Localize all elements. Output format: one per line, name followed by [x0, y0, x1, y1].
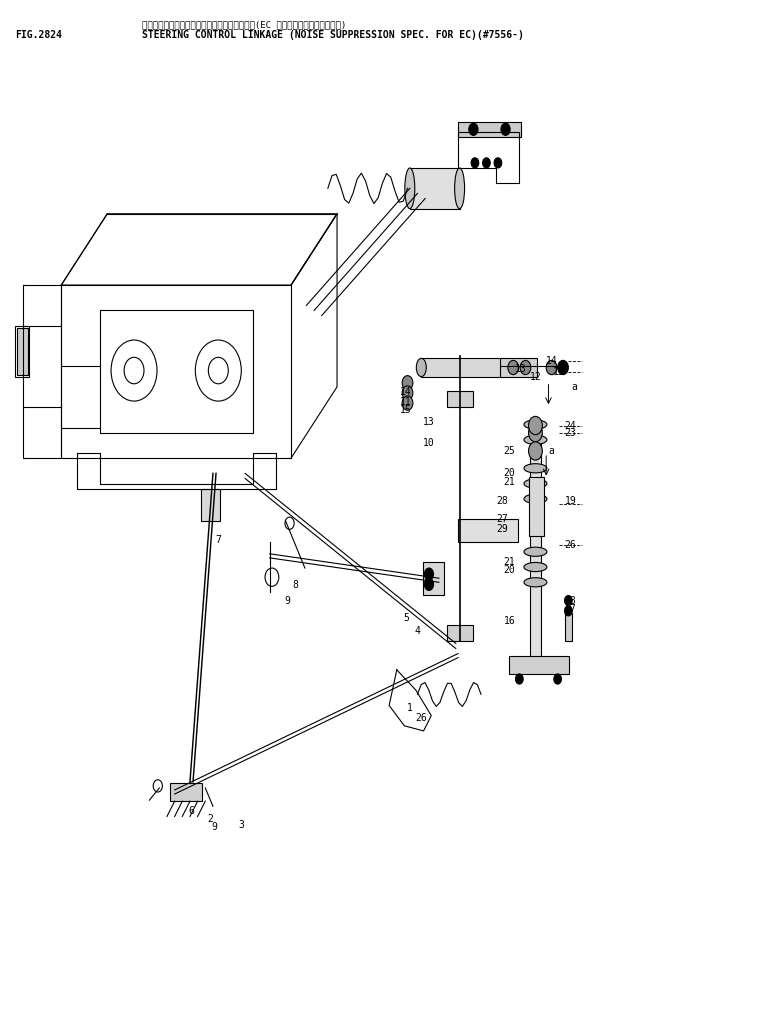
Text: 26: 26 [415, 713, 427, 723]
Bar [500, 358, 537, 377]
Bar [458, 122, 521, 137]
Circle shape [508, 360, 519, 375]
Text: 9: 9 [211, 822, 218, 832]
Text: ステアリング　コントロール　リンケージ　　(EC アヲ　テインオン　シヨウ): ステアリング コントロール リンケージ (EC アヲ テインオン シヨウ) [142, 20, 346, 30]
Ellipse shape [524, 548, 547, 556]
Ellipse shape [524, 562, 547, 572]
Circle shape [565, 596, 572, 606]
Circle shape [546, 360, 557, 375]
Circle shape [471, 158, 479, 168]
Text: 20: 20 [503, 565, 516, 575]
Ellipse shape [524, 464, 547, 472]
Text: FIG.2824: FIG.2824 [15, 30, 62, 40]
Bar [170, 783, 202, 801]
Text: 14: 14 [545, 356, 558, 366]
Text: a: a [548, 446, 555, 456]
Ellipse shape [417, 358, 426, 377]
Bar [100, 310, 253, 433]
Text: 21: 21 [503, 476, 516, 487]
Text: 27: 27 [496, 514, 508, 524]
Text: 25: 25 [503, 446, 516, 456]
Text: 13: 13 [515, 363, 527, 374]
Text: 15: 15 [553, 366, 565, 377]
Text: 28: 28 [496, 496, 508, 506]
Text: 17: 17 [565, 604, 577, 614]
Text: 20: 20 [503, 468, 516, 478]
Ellipse shape [524, 420, 547, 430]
Text: 2: 2 [208, 814, 214, 825]
Circle shape [402, 396, 413, 410]
Text: 19: 19 [565, 496, 577, 506]
Text: 12: 12 [530, 372, 542, 382]
Ellipse shape [524, 578, 547, 586]
Bar [458, 519, 518, 542]
Ellipse shape [524, 479, 547, 489]
Bar [529, 477, 544, 536]
Text: 13: 13 [423, 417, 435, 428]
Text: a: a [571, 382, 578, 392]
Text: 6: 6 [188, 806, 195, 816]
Circle shape [424, 578, 434, 590]
Ellipse shape [455, 168, 464, 209]
Circle shape [402, 376, 413, 390]
Circle shape [516, 674, 523, 684]
Ellipse shape [524, 436, 547, 445]
Circle shape [483, 158, 490, 168]
Bar [447, 391, 473, 407]
Bar [447, 625, 473, 641]
Text: 10: 10 [423, 438, 435, 448]
Text: 3: 3 [238, 819, 244, 830]
Bar [421, 358, 502, 377]
Text: 16: 16 [503, 616, 516, 626]
Text: 29: 29 [496, 524, 508, 534]
Text: 15: 15 [400, 405, 412, 415]
Circle shape [424, 568, 434, 580]
Circle shape [402, 386, 413, 400]
Circle shape [469, 123, 478, 135]
Text: 14: 14 [400, 387, 412, 397]
Circle shape [494, 158, 502, 168]
Text: 24: 24 [565, 420, 577, 431]
Text: 5: 5 [403, 613, 409, 623]
Bar [15, 326, 29, 377]
Circle shape [554, 674, 561, 684]
Text: 21: 21 [503, 557, 516, 567]
Text: 7: 7 [215, 534, 221, 545]
Circle shape [529, 423, 542, 442]
Text: 23: 23 [565, 428, 577, 438]
Bar [201, 489, 220, 521]
Circle shape [529, 416, 542, 435]
Bar [509, 656, 569, 674]
Circle shape [565, 606, 572, 616]
Bar [17, 328, 28, 375]
Text: 26: 26 [565, 540, 577, 550]
Text: 18: 18 [565, 596, 577, 606]
Text: STEERING CONTROL LINKAGE (NOISE SUPPRESSION SPEC. FOR EC)(#7556-): STEERING CONTROL LINKAGE (NOISE SUPPRESS… [142, 30, 524, 40]
Circle shape [520, 360, 531, 375]
Text: 11: 11 [400, 397, 412, 407]
Bar [423, 562, 444, 595]
Text: 8: 8 [292, 580, 298, 590]
Ellipse shape [405, 168, 415, 209]
Text: 1: 1 [407, 702, 413, 713]
Ellipse shape [524, 494, 547, 503]
Text: 4: 4 [414, 626, 421, 636]
Text: 9: 9 [284, 596, 290, 606]
Bar [410, 168, 460, 209]
Circle shape [558, 360, 568, 375]
Bar [530, 435, 541, 664]
Circle shape [529, 442, 542, 460]
Circle shape [501, 123, 510, 135]
Bar [565, 613, 572, 641]
